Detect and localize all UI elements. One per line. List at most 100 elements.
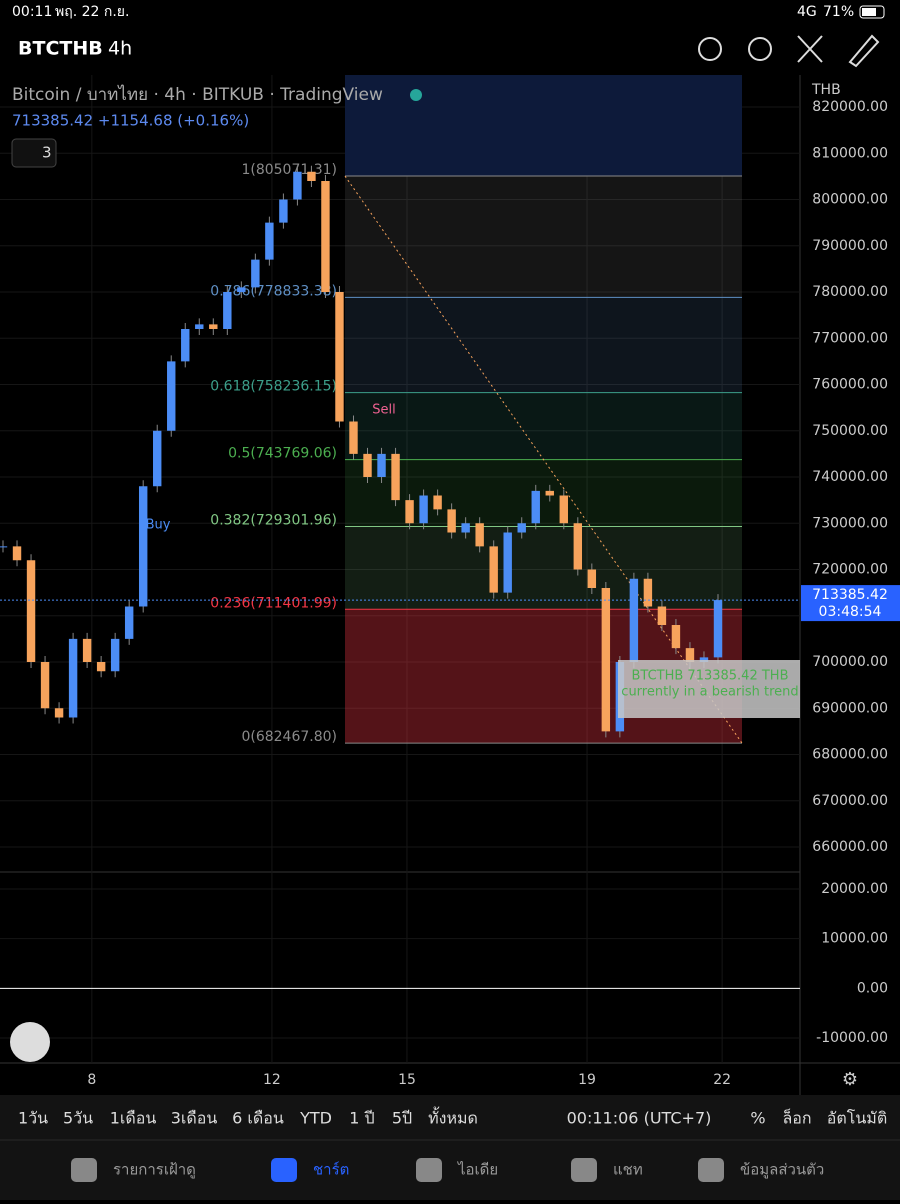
candle — [124, 606, 134, 639]
candle — [82, 638, 92, 662]
candle — [12, 546, 22, 561]
nav-tab[interactable]: ไอเดีย — [457, 1161, 498, 1179]
tools-icon[interactable] — [797, 35, 823, 63]
clock[interactable]: 00:11:06 (UTC+7) — [567, 1109, 712, 1128]
range-button[interactable]: 6 เดือน — [232, 1109, 284, 1128]
candle — [587, 569, 597, 588]
symbol[interactable]: BTCTHB — [18, 38, 103, 60]
candle — [629, 578, 639, 662]
candle — [573, 523, 583, 570]
candle — [601, 588, 611, 732]
y-tick-label: 670000.00 — [812, 793, 888, 809]
candle — [167, 361, 176, 431]
fib-label: 0(682467.80) — [241, 729, 337, 745]
fib-zone — [345, 176, 742, 298]
candle — [503, 532, 512, 593]
candle — [279, 199, 288, 223]
percent-button[interactable]: % — [750, 1109, 765, 1128]
buy-signal: Buy — [146, 518, 171, 533]
sell-signal: Sell — [372, 403, 395, 418]
settings-icon[interactable]: ⚙ — [842, 1069, 858, 1090]
candle — [26, 560, 36, 662]
log-button[interactable]: ล็อก — [782, 1108, 811, 1128]
header-icons — [698, 34, 880, 68]
candle — [699, 657, 709, 662]
candle — [391, 453, 400, 501]
x-tick-label: 15 — [398, 1072, 416, 1088]
nav-icon[interactable] — [71, 1158, 97, 1182]
range-button[interactable]: ทั้งหมด — [428, 1107, 478, 1128]
range-button[interactable]: 1 ปี — [349, 1109, 374, 1128]
status-date: พฤ. 22 ก.ย. — [55, 4, 129, 20]
bottom-panel — [0, 1095, 900, 1200]
interval[interactable]: 4h — [108, 38, 132, 60]
status-time: 00:11 — [12, 4, 52, 20]
range-button[interactable]: 3เดือน — [171, 1109, 218, 1128]
candle — [405, 500, 414, 524]
candle — [195, 324, 204, 329]
fib-zone — [345, 526, 742, 610]
candle — [181, 329, 190, 362]
range-button[interactable]: 1เดือน — [110, 1109, 157, 1128]
candle — [517, 523, 526, 533]
indicators-count[interactable]: 3 — [42, 144, 52, 162]
candle — [475, 523, 484, 547]
x-tick-label: 22 — [713, 1072, 731, 1088]
macd-tick-label: 0.00 — [857, 980, 888, 996]
nav-icon[interactable] — [416, 1158, 442, 1182]
last-price-box — [801, 585, 900, 622]
y-tick-label: 660000.00 — [812, 839, 888, 855]
range-button[interactable]: 5วัน — [63, 1109, 93, 1128]
candle — [307, 171, 316, 181]
candle — [0, 546, 8, 548]
candle — [433, 495, 442, 510]
candle — [110, 638, 120, 672]
status-battery: 71% — [823, 4, 854, 20]
alert-list-icon[interactable] — [748, 37, 772, 61]
nav-icon[interactable] — [698, 1158, 724, 1182]
y-tick-label: 730000.00 — [812, 515, 888, 531]
annotation-box — [618, 660, 800, 718]
candle — [138, 486, 148, 607]
candle — [153, 430, 162, 487]
annotation-text: currently in a bearish trend — [621, 685, 798, 700]
nav-icon[interactable] — [271, 1158, 297, 1182]
range-button[interactable]: 1วัน — [18, 1109, 48, 1128]
y-tick-label: 770000.00 — [812, 330, 888, 346]
candle — [447, 509, 456, 533]
candle — [461, 523, 470, 533]
y-tick-label: 810000.00 — [812, 145, 888, 161]
candle — [349, 421, 358, 454]
fib-label: 0.236(711401.99) — [210, 595, 337, 611]
candle — [209, 324, 218, 329]
legend-title: Bitcoin / บาทไทย · 4h · BITKUB · Trading… — [12, 84, 383, 105]
x-tick-label: 12 — [263, 1072, 281, 1088]
candle — [531, 490, 540, 524]
range-button[interactable]: YTD — [299, 1109, 332, 1128]
battery-level — [862, 8, 876, 16]
candle — [237, 287, 246, 292]
fib-label: 0.5(743769.06) — [228, 446, 337, 462]
currency[interactable]: THB — [811, 82, 841, 98]
nav-tab[interactable]: ข้อมูลส่วนตัว — [740, 1161, 824, 1179]
nav-tab[interactable]: ชาร์ต — [313, 1161, 349, 1179]
nav-tab[interactable]: รายการเฝ้าดู — [113, 1161, 196, 1179]
auto-button[interactable]: อัตโนมัติ — [827, 1109, 887, 1128]
candle — [223, 292, 232, 329]
last-price-label: 713385.42 — [812, 587, 888, 603]
alert-icon[interactable] — [698, 37, 722, 61]
range-button[interactable]: 5ปี — [392, 1109, 412, 1128]
nav-tab[interactable]: แชท — [613, 1161, 643, 1179]
y-tick-label: 700000.00 — [812, 654, 888, 670]
candle — [54, 708, 64, 718]
nav-icon[interactable] — [571, 1158, 597, 1182]
indicators-toggle[interactable] — [11, 138, 57, 168]
countdown: 03:48:54 — [819, 604, 882, 620]
draw-icon[interactable] — [848, 34, 880, 68]
tv-logo — [10, 1022, 50, 1062]
fib-zone — [345, 297, 742, 393]
x-tick-label: 8 — [87, 1072, 96, 1088]
candle — [293, 171, 302, 200]
